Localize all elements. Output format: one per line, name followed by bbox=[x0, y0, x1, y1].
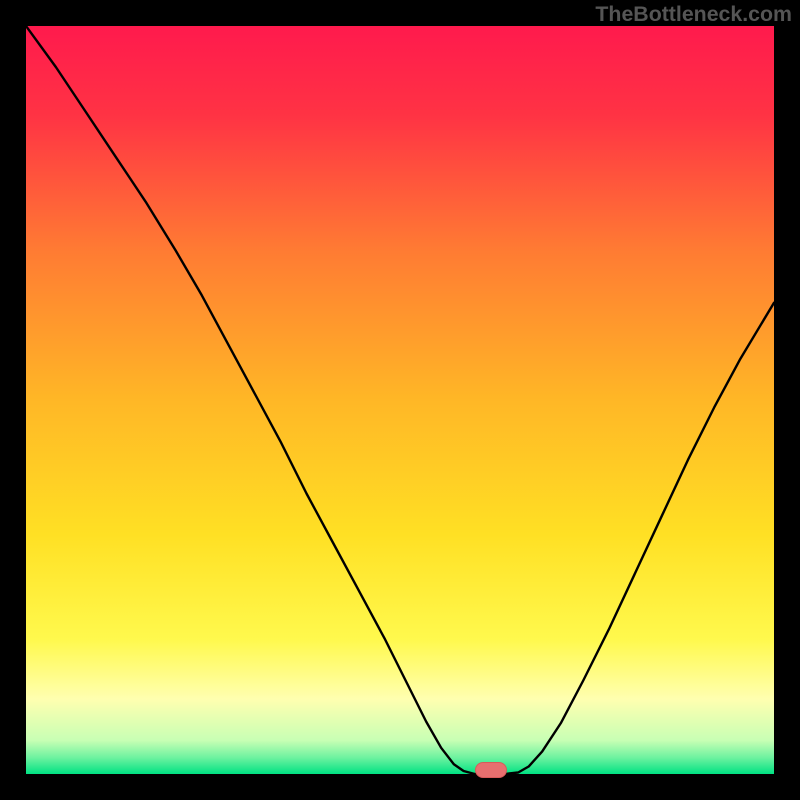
chart-frame: TheBottleneck.com bbox=[0, 0, 800, 800]
attribution-text: TheBottleneck.com bbox=[595, 2, 792, 27]
plot-area bbox=[26, 26, 774, 774]
minimum-marker bbox=[475, 762, 507, 778]
bottleneck-curve bbox=[26, 26, 774, 774]
